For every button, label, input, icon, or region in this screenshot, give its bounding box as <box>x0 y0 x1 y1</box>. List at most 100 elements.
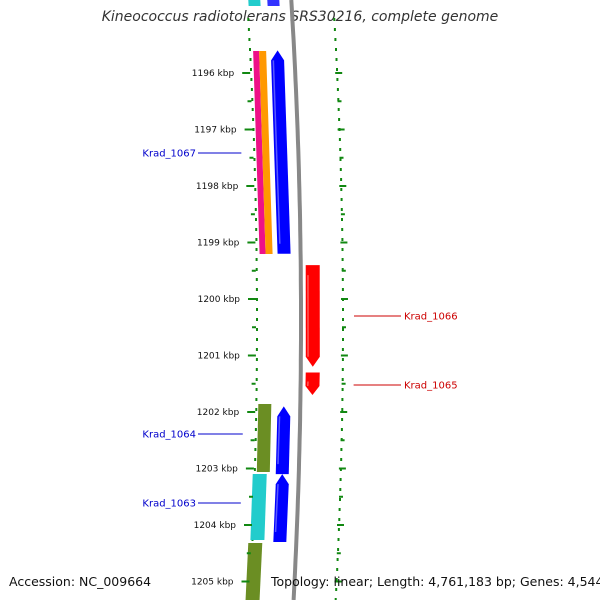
tick-mark-right <box>341 298 348 300</box>
gene-label[interactable]: Krad_1065 <box>404 381 458 392</box>
guide-dot-right <box>336 78 339 81</box>
gene-krad-1066[interactable]: Krad_1066 <box>305 265 458 367</box>
guide-dot-right <box>341 388 344 391</box>
guide-dot-right <box>341 228 344 231</box>
guide-dot-right <box>341 268 344 271</box>
tick-1205: 1205 kbp <box>191 578 342 588</box>
gene-arrow[interactable] <box>305 265 320 367</box>
guide-dot-right <box>336 68 338 71</box>
tick-mark-minor <box>341 269 346 272</box>
guide-dot-right <box>342 318 344 321</box>
guide-dot-left <box>255 388 258 391</box>
track-orange <box>259 51 273 254</box>
guide-dot-right <box>341 238 344 241</box>
guide-dot-left <box>254 438 257 441</box>
guide-dot-right <box>341 288 344 291</box>
guide-dot-left <box>255 418 258 421</box>
tick-mark-right <box>337 524 344 526</box>
guide-dot-left <box>255 238 258 241</box>
topology-text: Topology: linear; Length: 4,761,183 bp; … <box>271 574 600 589</box>
gene-arrow[interactable] <box>271 50 291 254</box>
gene-arrow[interactable] <box>273 474 289 542</box>
tick-1200: 1200 kbp <box>198 295 348 329</box>
gene-label[interactable]: Krad_1063 <box>142 499 196 510</box>
guide-dot-right <box>341 418 344 421</box>
tick-mark-right <box>340 354 348 357</box>
guide-dot-left <box>249 58 252 61</box>
guide-dot-right <box>341 348 344 351</box>
guide-dot-left <box>249 48 251 51</box>
genome-title: Kineococcus radiotolerans SRS30216, comp… <box>101 9 499 25</box>
guide-dot-left <box>255 398 258 401</box>
guide-dot-left <box>253 158 256 161</box>
gene-krad-1064[interactable]: Krad_1064 <box>142 406 291 475</box>
track-olive-2 <box>245 543 263 600</box>
tick-mark-minor <box>339 156 344 159</box>
guide-dot-right <box>333 18 336 21</box>
guide-dot-right <box>340 448 343 451</box>
tick-mark-right <box>338 467 346 470</box>
guide-dot-left <box>256 298 258 301</box>
guide-dot-left <box>255 358 258 361</box>
tick-label: 1198 kbp <box>196 182 239 192</box>
guide-dot-right <box>341 358 344 361</box>
guide-dot-left <box>255 218 257 221</box>
gene-arrow[interactable] <box>275 406 291 475</box>
tick-mark-minor <box>340 439 345 442</box>
tick-1204: 1204 kbp <box>194 521 344 555</box>
tick-mark-right <box>340 411 348 413</box>
guide-dot-right <box>336 568 339 571</box>
gene-arrow[interactable] <box>305 372 320 396</box>
tick-mark-minor <box>336 552 341 555</box>
guide-dot-right <box>337 108 340 111</box>
guide-dot-left <box>250 88 253 91</box>
guide-dot-right <box>340 178 343 181</box>
guide-dot-left <box>255 258 258 261</box>
tick-1203: 1203 kbp <box>195 465 346 498</box>
guide-dot-left <box>252 138 255 141</box>
gene-krad-1065[interactable]: Krad_1065 <box>305 372 458 396</box>
guide-dot-right <box>342 308 344 311</box>
guide-dot-right <box>341 218 343 221</box>
tick-mark-left <box>247 241 256 244</box>
guide-dot-left <box>255 228 258 231</box>
guide-dot-right <box>340 198 343 201</box>
tick-mark-left <box>245 467 254 470</box>
guide-dot-left <box>255 278 258 281</box>
guide-dot-right <box>339 498 341 501</box>
tick-mark-left <box>244 524 252 526</box>
tick-mark-right <box>337 128 345 131</box>
guide-dot-left <box>251 98 254 101</box>
guide-dot-right <box>337 538 340 541</box>
guide-dot-left <box>255 378 258 381</box>
guide-dot-right <box>341 378 344 381</box>
gene-label[interactable]: Krad_1064 <box>142 430 196 441</box>
guide-dot-right <box>337 528 340 531</box>
guide-dot-right <box>338 518 341 521</box>
guide-dot-right <box>342 328 344 331</box>
tick-label: 1202 kbp <box>197 408 240 418</box>
gene-label[interactable]: Krad_1066 <box>404 312 458 323</box>
gene-arrow-highlight <box>306 381 309 387</box>
guide-dot-right <box>338 138 341 141</box>
guide-dot-right <box>340 458 343 461</box>
guide-dot-right <box>338 508 341 511</box>
guide-dot-right <box>339 148 342 151</box>
tick-mark-minor <box>340 213 345 216</box>
track-magenta <box>253 51 266 254</box>
guide-dot-left <box>255 288 258 291</box>
kbp-ticks: 1196 kbp 1197 kbp 1198 kbp 1199 kbp 1200 kbp… <box>191 69 348 588</box>
gene-krad-1067[interactable]: Krad_1067 <box>142 50 291 254</box>
tick-mark-minor <box>246 552 251 555</box>
gene-krad-1063[interactable]: Krad_1063 <box>142 474 289 542</box>
guide-dot-left <box>254 448 257 451</box>
guide-dot-right <box>335 58 338 61</box>
guide-dot-right <box>340 208 343 211</box>
tick-mark-right <box>334 580 342 583</box>
guide-dot-right <box>337 548 340 551</box>
guide-dot-right <box>336 558 339 561</box>
tick-mark-right <box>340 241 348 244</box>
tick-mark-minor <box>247 100 252 103</box>
tick-label: 1200 kbp <box>198 295 241 305</box>
gene-label[interactable]: Krad_1067 <box>142 149 196 160</box>
